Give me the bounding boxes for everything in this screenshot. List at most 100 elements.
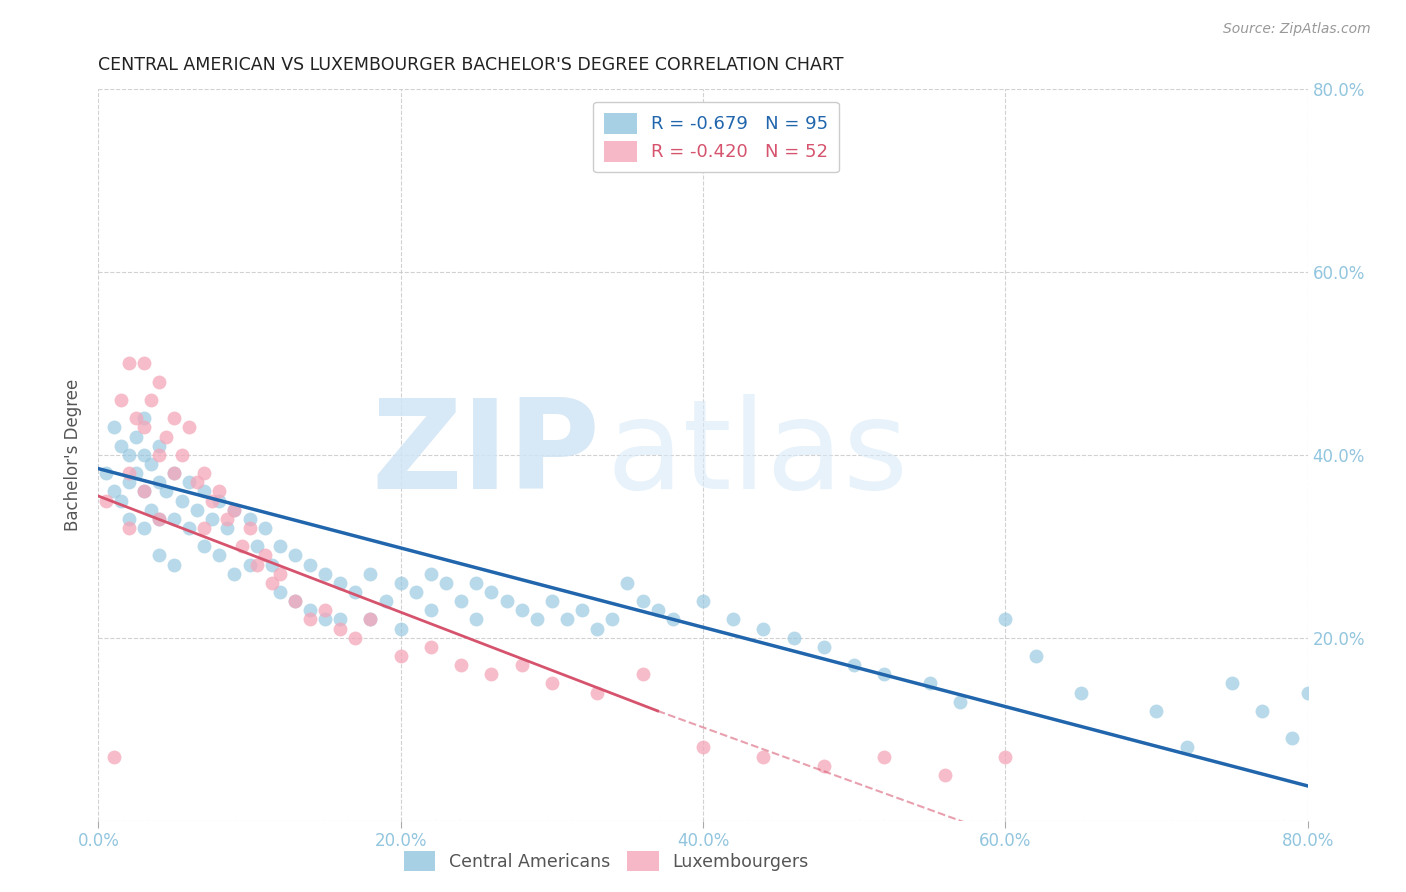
Point xyxy=(540,676,562,690)
Point xyxy=(420,640,443,654)
Point xyxy=(155,430,177,444)
Point xyxy=(125,411,148,425)
Point xyxy=(360,613,382,627)
Point xyxy=(555,613,578,627)
Point xyxy=(186,502,208,516)
Point xyxy=(540,594,562,608)
Point xyxy=(148,448,170,462)
Point xyxy=(132,420,155,434)
Point xyxy=(1296,685,1319,699)
Point xyxy=(1251,704,1274,718)
Point xyxy=(163,512,186,526)
Point xyxy=(170,493,193,508)
Point xyxy=(201,493,224,508)
Point xyxy=(118,475,141,490)
Point xyxy=(813,640,835,654)
Text: atlas: atlas xyxy=(606,394,908,516)
Point xyxy=(193,466,215,480)
Point xyxy=(450,594,472,608)
Point xyxy=(246,558,269,572)
Point xyxy=(631,667,654,681)
Point xyxy=(155,484,177,499)
Point xyxy=(110,392,132,407)
Point xyxy=(586,685,609,699)
Point xyxy=(118,448,141,462)
Point xyxy=(239,521,262,535)
Point xyxy=(132,448,155,462)
Point xyxy=(783,631,806,645)
Point xyxy=(1281,731,1303,746)
Point xyxy=(132,356,155,371)
Point xyxy=(231,539,253,553)
Point xyxy=(405,585,427,599)
Point xyxy=(262,558,284,572)
Point xyxy=(329,576,352,591)
Point xyxy=(389,576,412,591)
Point xyxy=(299,613,322,627)
Text: CENTRAL AMERICAN VS LUXEMBOURGER BACHELOR'S DEGREE CORRELATION CHART: CENTRAL AMERICAN VS LUXEMBOURGER BACHELO… xyxy=(98,56,844,74)
Point xyxy=(132,484,155,499)
Point xyxy=(132,521,155,535)
Point xyxy=(239,512,262,526)
Point xyxy=(420,566,443,581)
Point xyxy=(526,613,548,627)
Point xyxy=(141,392,163,407)
Point xyxy=(994,749,1017,764)
Point xyxy=(163,466,186,480)
Point xyxy=(103,749,125,764)
Point xyxy=(148,375,170,389)
Point xyxy=(1220,676,1243,690)
Point xyxy=(299,558,322,572)
Point xyxy=(389,622,412,636)
Point xyxy=(224,566,246,581)
Point xyxy=(510,658,533,673)
Point xyxy=(193,539,215,553)
Point xyxy=(692,594,714,608)
Point xyxy=(170,448,193,462)
Point xyxy=(873,667,896,681)
Text: ZIP: ZIP xyxy=(371,394,600,516)
Point xyxy=(631,594,654,608)
Point xyxy=(602,613,624,627)
Y-axis label: Bachelor's Degree: Bachelor's Degree xyxy=(65,379,83,531)
Point xyxy=(262,576,284,591)
Point xyxy=(163,466,186,480)
Point xyxy=(94,466,117,480)
Point xyxy=(253,521,276,535)
Point xyxy=(148,549,170,563)
Point xyxy=(389,649,412,664)
Point xyxy=(994,613,1017,627)
Point xyxy=(179,475,201,490)
Point xyxy=(118,512,141,526)
Point xyxy=(465,576,488,591)
Point xyxy=(201,512,224,526)
Point xyxy=(208,549,231,563)
Point xyxy=(163,411,186,425)
Point xyxy=(215,512,238,526)
Point xyxy=(1024,649,1046,664)
Point xyxy=(360,613,382,627)
Point xyxy=(284,549,307,563)
Point xyxy=(215,521,238,535)
Point xyxy=(662,613,685,627)
Point xyxy=(510,603,533,617)
Point xyxy=(314,613,336,627)
Point xyxy=(844,658,866,673)
Point xyxy=(752,749,775,764)
Point xyxy=(314,566,336,581)
Point xyxy=(329,613,352,627)
Point xyxy=(420,603,443,617)
Point xyxy=(208,484,231,499)
Point xyxy=(299,603,322,617)
Point xyxy=(723,613,745,627)
Point xyxy=(269,585,291,599)
Point xyxy=(586,622,609,636)
Point xyxy=(103,420,125,434)
Point xyxy=(186,475,208,490)
Point xyxy=(193,521,215,535)
Point xyxy=(208,493,231,508)
Point xyxy=(224,502,246,516)
Point xyxy=(253,549,276,563)
Point xyxy=(141,457,163,471)
Point xyxy=(450,658,472,673)
